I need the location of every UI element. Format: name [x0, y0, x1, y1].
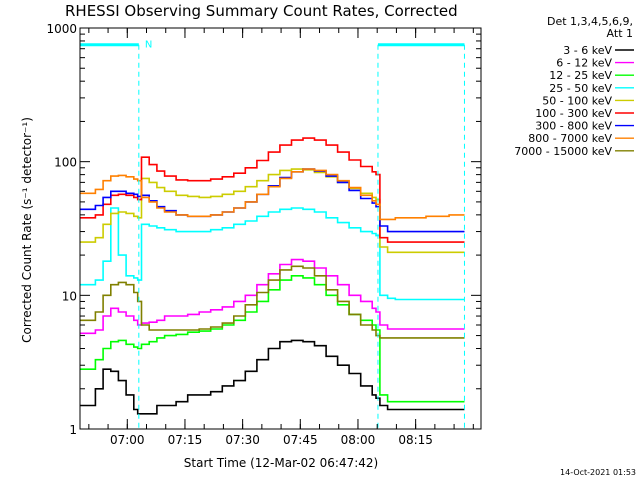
plot-frame [79, 27, 482, 430]
series-line-2 [80, 258, 465, 335]
y-tick-label-1: 1 [69, 423, 77, 437]
legend-header-line-2: Att 1 [607, 27, 633, 40]
legend-label-4: 25 - 50 keV [549, 82, 612, 95]
series-line-8 [80, 168, 465, 221]
legend-label-5: 50 - 100 keV [542, 94, 612, 107]
x-tick-label-3: 07:30 [225, 433, 260, 447]
legend-label-7: 300 - 800 keV [535, 120, 612, 133]
series-line-3 [80, 275, 465, 403]
legend-header-line-1: Det 1,3,4,5,6,9, [547, 15, 633, 28]
y-axis-label: Corrected Count Rate (s⁻¹ detector⁻¹) [20, 117, 34, 343]
legend-label-2: 6 - 12 keV [556, 57, 612, 70]
series-line-1 [80, 339, 465, 415]
plot-area: N [80, 40, 465, 429]
legend-label-1: 3 - 6 keV [563, 44, 612, 57]
axes: 1 10 100 1000 07:00 07:15 07:30 07:45 08:00 08:15 [46, 22, 482, 447]
legend-label-6: 100 - 300 keV [535, 107, 612, 120]
legend-label-3: 12 - 25 keV [549, 69, 612, 82]
y-tick-label-4: 1000 [46, 22, 77, 36]
x-tick-label-1: 07:00 [110, 433, 145, 447]
x-axis-label: Start Time (12-Mar-02 06:47:42) [184, 456, 378, 470]
series-line-9 [80, 265, 465, 339]
series-line-4 [80, 207, 465, 301]
x-tick-label-5: 08:00 [341, 433, 376, 447]
y-tick-label-2: 10 [62, 289, 77, 303]
night-marker-label: N [145, 40, 152, 51]
x-tick-label-6: 08:15 [398, 433, 433, 447]
timestamp: 14-Oct-2021 01:53 [560, 468, 636, 477]
series-line-6 [80, 137, 465, 243]
x-tick-label-2: 07:15 [168, 433, 203, 447]
chart-title: RHESSI Observing Summary Count Rates, Co… [65, 2, 458, 20]
legend-label-8: 800 - 7000 keV [528, 132, 612, 145]
x-tick-label-4: 07:45 [283, 433, 318, 447]
y-tick-label-3: 100 [54, 156, 77, 170]
series-line-5 [80, 168, 465, 254]
legend-label-9: 7000 - 15000 keV [514, 145, 612, 158]
